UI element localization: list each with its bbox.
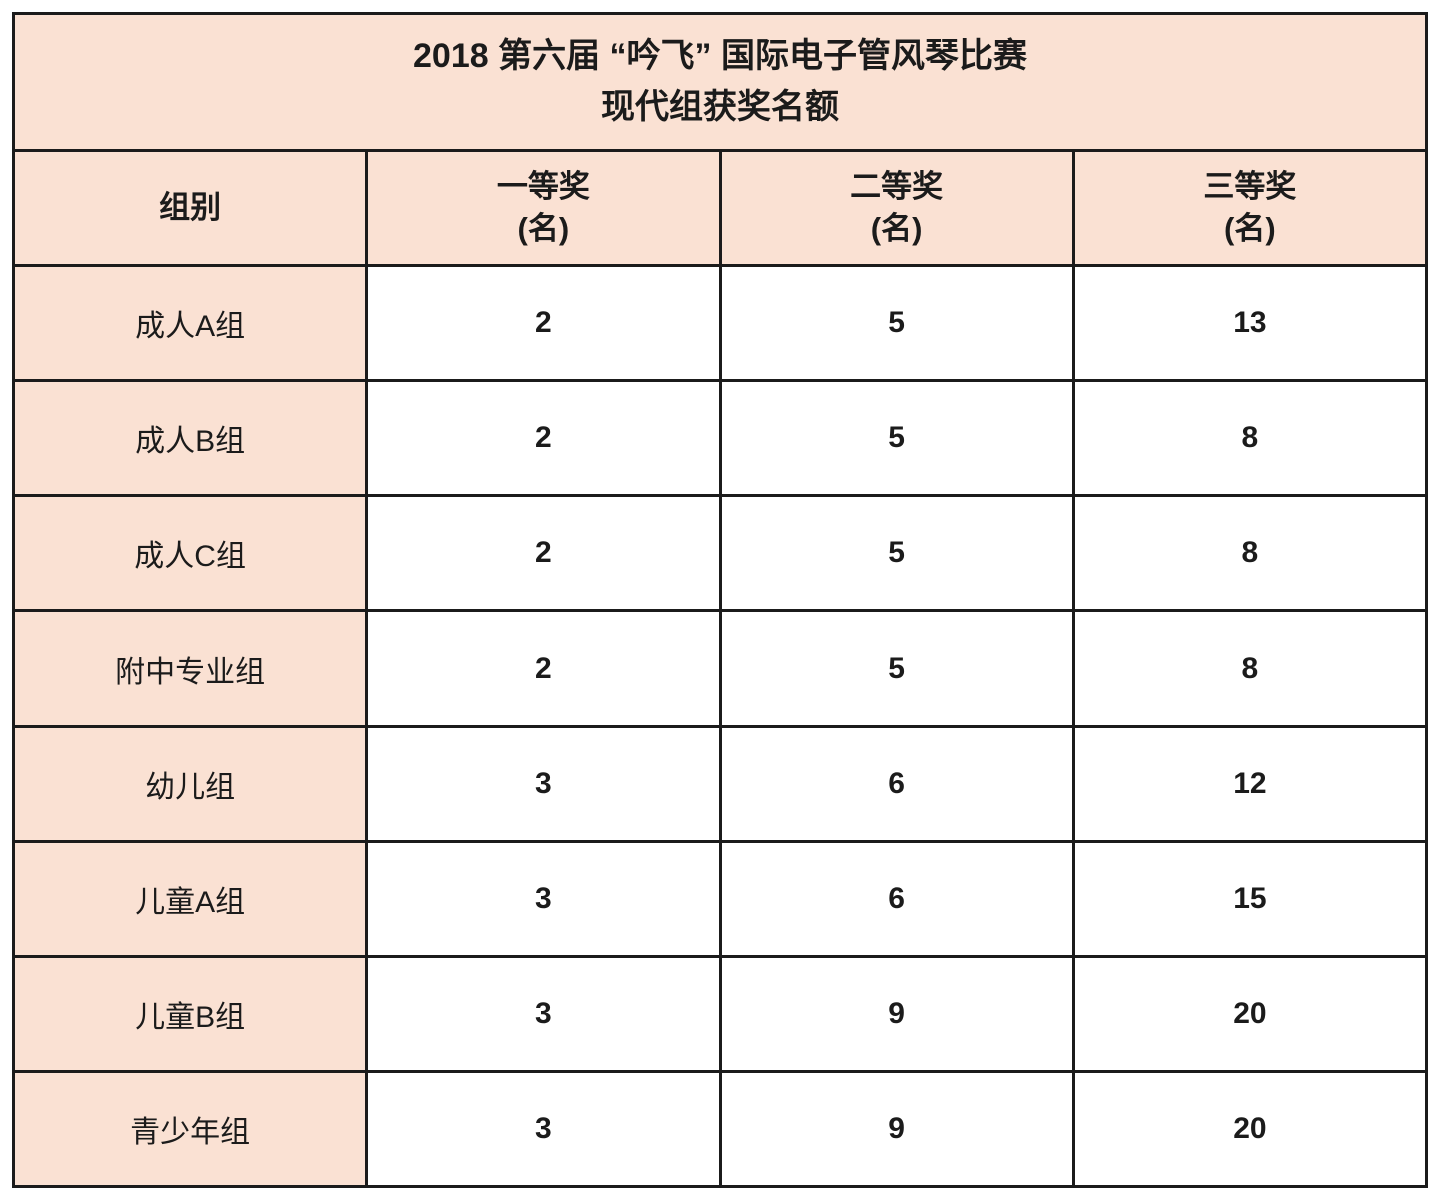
second-prize-cell: 5 (718, 264, 1075, 383)
table-row: 幼儿组 3 6 12 (11, 724, 1429, 843)
third-prize-cell: 8 (1071, 609, 1429, 728)
table-row: 儿童B组 3 9 20 (11, 954, 1429, 1073)
header-row: 组别 一等奖 (名) 二等奖 (名) 三等奖 (名) (11, 149, 1429, 268)
third-prize-cell: 20 (1071, 1069, 1429, 1189)
first-prize-cell: 2 (365, 264, 722, 383)
second-prize-cell: 9 (718, 1069, 1075, 1189)
second-prize-cell: 6 (718, 724, 1075, 843)
table-row: 附中专业组 2 5 8 (11, 609, 1429, 728)
second-prize-cell: 5 (718, 379, 1075, 498)
header-second-prize-unit: (名) (870, 211, 923, 247)
third-prize-cell: 12 (1071, 724, 1429, 843)
group-cell: 儿童A组 (11, 839, 369, 958)
table-row: 青少年组 3 9 20 (11, 1069, 1429, 1189)
group-cell: 儿童B组 (11, 954, 369, 1073)
group-cell: 成人B组 (11, 379, 369, 498)
column-header-group: 组别 (11, 149, 369, 268)
third-prize-cell: 15 (1071, 839, 1429, 958)
header-second-prize-label: 二等奖 (850, 169, 944, 205)
header-first-prize-label: 一等奖 (496, 169, 590, 205)
group-cell: 幼儿组 (11, 724, 369, 843)
first-prize-cell: 2 (365, 494, 722, 613)
header-first-prize-unit: (名) (517, 211, 570, 247)
header-third-prize-unit: (名) (1224, 211, 1276, 247)
title-line-2: 现代组获奖名额 (601, 88, 839, 127)
first-prize-cell: 3 (365, 724, 722, 843)
first-prize-cell: 3 (365, 954, 722, 1073)
table-row: 成人A组 2 5 13 (11, 264, 1429, 383)
group-cell: 青少年组 (11, 1069, 369, 1189)
third-prize-cell: 8 (1071, 379, 1429, 498)
award-quota-table: 2018 第六届 “吟飞” 国际电子管风琴比赛 现代组获奖名额 组别 一等奖 (… (11, 11, 1429, 1189)
table-row: 成人C组 2 5 8 (11, 494, 1429, 613)
second-prize-cell: 5 (718, 609, 1075, 728)
third-prize-cell: 8 (1071, 494, 1429, 613)
table-row: 成人B组 2 5 8 (11, 379, 1429, 498)
third-prize-cell: 20 (1071, 954, 1429, 1073)
group-cell: 附中专业组 (11, 609, 369, 728)
group-cell: 成人C组 (11, 494, 369, 613)
column-header-third-prize: 三等奖 (名) (1071, 149, 1429, 268)
title-row: 2018 第六届 “吟飞” 国际电子管风琴比赛 现代组获奖名额 (12, 11, 1428, 153)
title-line-1: 2018 第六届 “吟飞” 国际电子管风琴比赛 (413, 37, 1027, 76)
third-prize-cell: 13 (1071, 264, 1429, 383)
header-group-label: 组别 (159, 190, 222, 226)
second-prize-cell: 5 (718, 494, 1075, 613)
column-header-second-prize: 二等奖 (名) (718, 149, 1075, 268)
group-cell: 成人A组 (11, 264, 369, 383)
second-prize-cell: 9 (718, 954, 1075, 1073)
header-third-prize-label: 三等奖 (1203, 169, 1297, 205)
table-row: 儿童A组 3 6 15 (11, 839, 1429, 958)
first-prize-cell: 3 (365, 839, 722, 958)
second-prize-cell: 6 (718, 839, 1075, 958)
table-title: 2018 第六届 “吟飞” 国际电子管风琴比赛 现代组获奖名额 (12, 11, 1428, 153)
first-prize-cell: 2 (365, 609, 722, 728)
column-header-first-prize: 一等奖 (名) (365, 149, 722, 268)
first-prize-cell: 2 (365, 379, 722, 498)
first-prize-cell: 3 (365, 1069, 722, 1189)
